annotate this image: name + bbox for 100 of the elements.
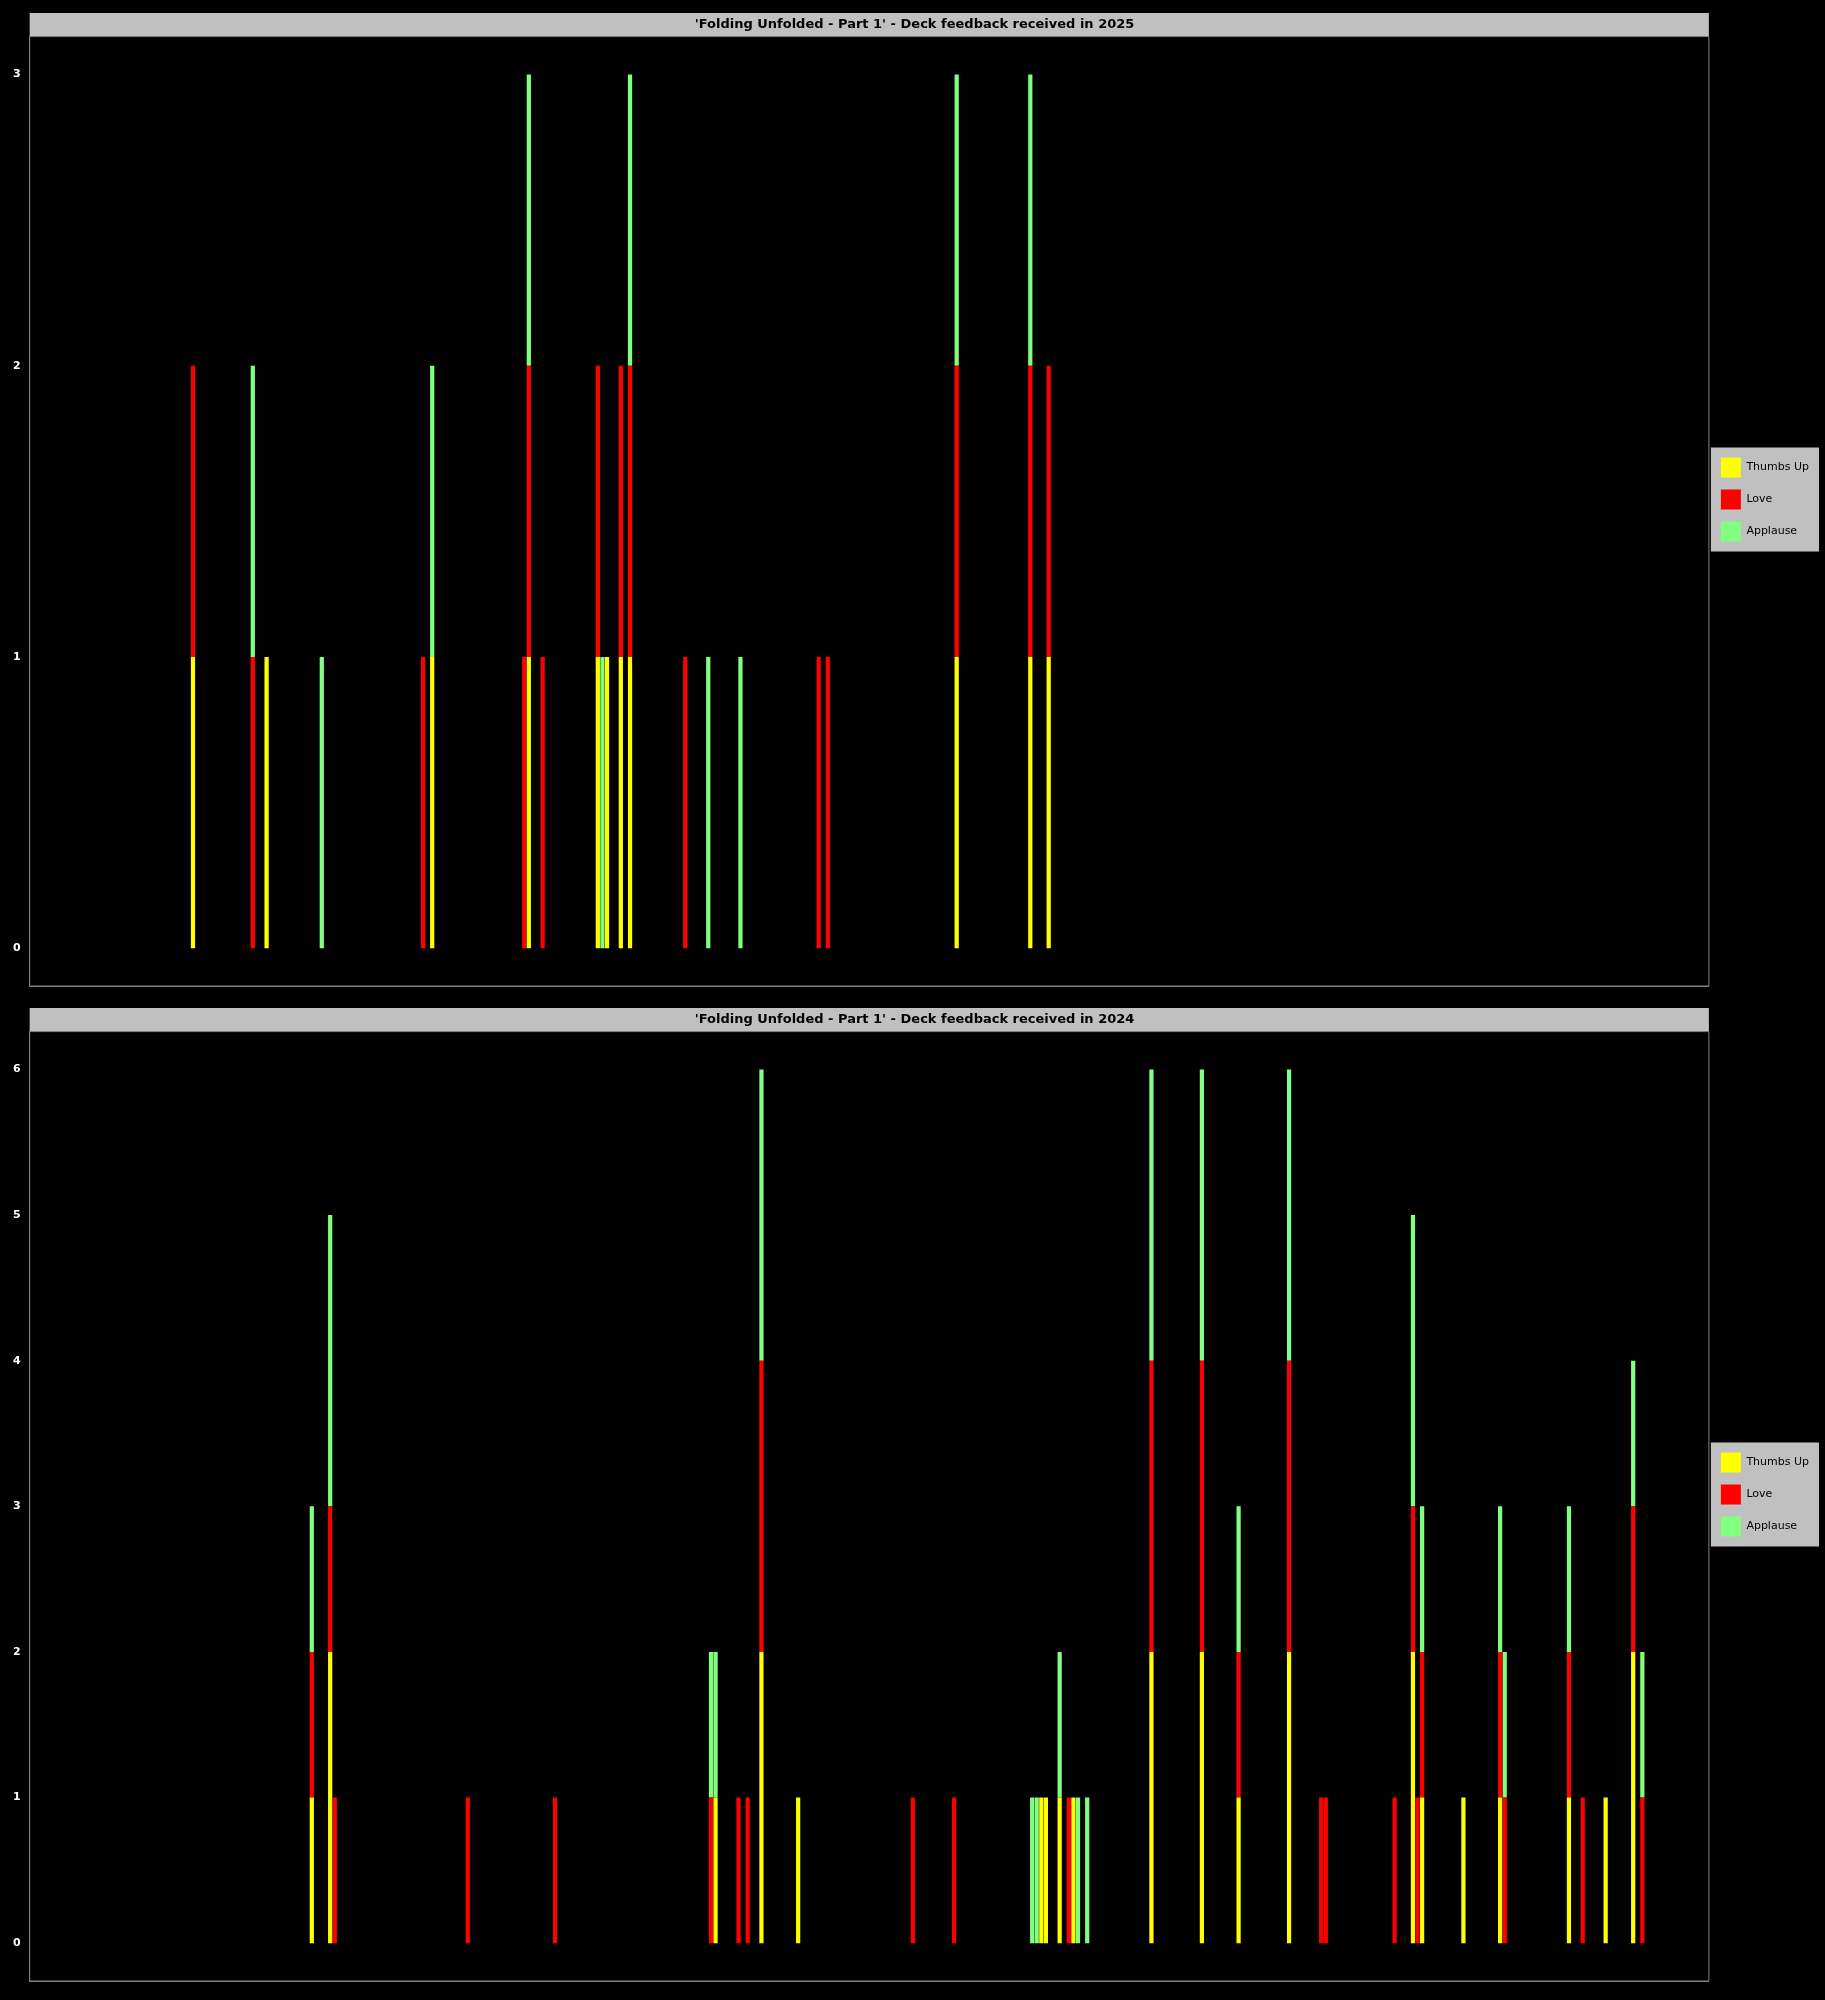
bar: [1415, 1797, 1420, 1944]
bar: [604, 656, 610, 949]
bar: [319, 656, 324, 949]
bar: [1392, 1797, 1397, 1944]
y-tick-label: 2: [13, 358, 21, 372]
bar: [1420, 1651, 1425, 1798]
bar: [1286, 1069, 1292, 1361]
bar: [309, 1651, 314, 1798]
bar: [954, 656, 959, 949]
bar: [1603, 1797, 1608, 1944]
bar: [745, 1797, 750, 1944]
bar: [618, 656, 623, 949]
bar: [595, 365, 600, 657]
bar: [1566, 1651, 1572, 1798]
bar: [309, 1797, 314, 1944]
bar: [759, 1651, 764, 1944]
bar: [1034, 1797, 1039, 1944]
bar: [1498, 1797, 1503, 1944]
bar: [713, 1797, 718, 1944]
bar: [332, 1797, 337, 1944]
bar: [1043, 1797, 1049, 1944]
chart-title: 'Folding Unfolded - Part 1' - Deck feedback received in 2025: [694, 16, 1135, 32]
bar: [1236, 1506, 1241, 1652]
bar: [190, 656, 196, 949]
bar: [1410, 1651, 1416, 1944]
bar: [796, 1797, 801, 1944]
y-tick-label: 6: [13, 1062, 21, 1076]
y-tick-label: 1: [13, 649, 21, 663]
bar: [954, 74, 959, 366]
bar: [952, 1797, 957, 1944]
bar: [1566, 1797, 1572, 1944]
bar: [1028, 656, 1033, 949]
bar: [1580, 1797, 1585, 1944]
bar: [627, 365, 633, 657]
bar: [1071, 1797, 1076, 1944]
y-tick-label: 4: [13, 1353, 21, 1367]
bar: [1075, 1797, 1081, 1944]
bar: [738, 656, 743, 949]
bar: [1420, 1797, 1425, 1944]
bar: [1030, 1797, 1035, 1944]
bar: [465, 1797, 470, 1944]
bar: [1236, 1797, 1241, 1944]
bar: [1502, 1651, 1507, 1798]
y-tick-label: 0: [13, 1936, 21, 1949]
bar: [1039, 1797, 1044, 1944]
legend-label: Applause: [1746, 524, 1798, 538]
bar: [1640, 1797, 1645, 1944]
bar: [1631, 1360, 1636, 1507]
bar: [1420, 1506, 1425, 1652]
bar: [1461, 1797, 1466, 1944]
bar: [309, 1506, 314, 1652]
bar: [708, 1651, 714, 1798]
bar: [816, 656, 821, 949]
bar: [552, 1797, 558, 1944]
y-tick-label: 3: [13, 67, 21, 81]
bar: [328, 1215, 333, 1507]
bar: [683, 656, 688, 949]
y-tick-label: 3: [13, 1499, 21, 1513]
bar: [430, 656, 435, 949]
bar: [1319, 1797, 1324, 1944]
bar: [328, 1651, 333, 1944]
bar: [1149, 1360, 1154, 1652]
legend-label: Love: [1746, 492, 1773, 506]
bar: [1149, 1069, 1154, 1361]
bar: [759, 1069, 764, 1361]
bar: [540, 656, 545, 949]
bar: [1028, 74, 1033, 366]
bar: [1323, 1797, 1328, 1944]
bar: [618, 365, 623, 657]
bar: [1046, 656, 1051, 949]
bar: [1631, 1506, 1636, 1652]
bar: [1410, 1506, 1416, 1652]
bar: [627, 74, 633, 366]
bar: [522, 656, 527, 949]
bar: [1498, 1651, 1503, 1798]
legend-label: Thumbs Up: [1745, 460, 1810, 474]
bar: [1149, 1651, 1154, 1944]
bar: [1236, 1651, 1241, 1798]
y-tick-label: 1: [13, 1790, 21, 1804]
bar: [526, 74, 531, 366]
bar: [825, 656, 830, 949]
bar: [250, 365, 255, 657]
bar: [1631, 1651, 1636, 1944]
bar: [1085, 1797, 1090, 1944]
bar: [526, 365, 531, 657]
y-tick-label: 2: [13, 1644, 21, 1658]
bar: [1028, 365, 1033, 657]
bar: [708, 1797, 714, 1944]
bar: [1199, 1360, 1205, 1652]
bar: [526, 656, 531, 949]
bar: [910, 1797, 915, 1944]
bar: [1199, 1651, 1205, 1944]
bar: [706, 656, 711, 949]
bar: [736, 1797, 741, 1944]
bar: [1502, 1797, 1507, 1944]
bar: [1046, 365, 1051, 657]
bar: [600, 656, 605, 949]
legend-label: Applause: [1746, 1519, 1798, 1533]
bar: [1286, 1360, 1292, 1652]
bar: [954, 365, 959, 657]
